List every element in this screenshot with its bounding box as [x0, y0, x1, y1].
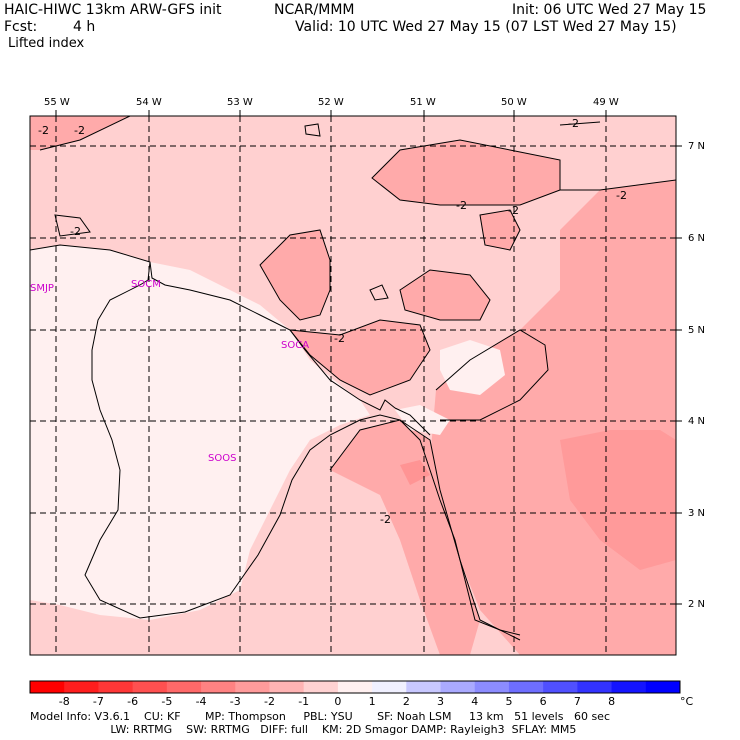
lon-label: 54 W: [136, 97, 162, 108]
station-label-soos: SOOS: [208, 453, 237, 464]
lat-label: 5 N: [688, 325, 706, 336]
field-name: Lifted index: [8, 36, 85, 51]
colorbar-swatch: [269, 681, 305, 693]
contour-label: -2: [70, 225, 81, 238]
contour-label: -2: [38, 124, 49, 137]
contour-label: -2: [616, 189, 627, 202]
lon-label: 52 W: [318, 97, 344, 108]
contour-label: -2: [74, 124, 85, 137]
contour-label: -2: [456, 199, 467, 212]
init-time: Init: 06 UTC Wed 27 May 15: [512, 2, 707, 18]
li-fill-inland: [30, 245, 370, 620]
map-fields: -2 -2 -2 -2 -2 -2 -2 -2 -2: [30, 116, 676, 655]
colorbar-swatch: [30, 681, 65, 693]
colorbar-label: -8: [58, 695, 70, 708]
colorbar: [29, 680, 681, 694]
li-fill-small-blob: [480, 210, 520, 250]
li-fill-north-blob: [372, 140, 560, 205]
lon-label: 49 W: [593, 97, 619, 108]
li-fill-mid-blob: [400, 270, 490, 320]
lat-lon-grid: [30, 116, 676, 655]
li-fill-nw: [30, 116, 130, 150]
lon-label: 53 W: [227, 97, 253, 108]
lat-label: 6 N: [688, 233, 706, 244]
colorbar-label: -7: [92, 695, 104, 708]
colorbar-label: -2: [263, 695, 275, 708]
lat-label: 2 N: [688, 599, 706, 610]
colorbar-swatch: [337, 681, 373, 693]
contour-lines: [39, 116, 676, 641]
lon-label: 51 W: [410, 97, 436, 108]
map-frame: [29, 115, 677, 656]
colorbar-label: -6: [127, 695, 139, 708]
colorbar-swatch: [543, 681, 578, 693]
forecast-hour: 4 h: [73, 19, 96, 35]
contour-label: -2: [380, 513, 391, 526]
lat-label: 3 N: [688, 508, 706, 519]
colorbar-label: 0: [334, 695, 342, 708]
contour-label: -2: [568, 117, 579, 130]
colorbar-swatch: [406, 681, 442, 693]
colorbar-swatch: [64, 681, 99, 693]
org-title: NCAR/MMM: [274, 2, 355, 18]
colorbar-label: 6: [539, 695, 547, 708]
colorbar-swatch: [303, 681, 339, 693]
model-title: HAIC-HIWC 13km ARW-GFS init: [4, 2, 222, 18]
lat-label: 4 N: [688, 416, 706, 427]
colorbar-frame: [29, 680, 681, 694]
colorbar-label: 7: [573, 695, 581, 708]
colorbar-label: 4: [471, 695, 479, 708]
tick-marks: [55, 110, 682, 605]
li-fill-ocean-light: [440, 340, 505, 395]
li-fill-river-light: [395, 405, 450, 435]
colorbar-swatch: [611, 681, 647, 693]
colorbar-swatch: [166, 681, 202, 693]
colorbar-label: 5: [505, 695, 513, 708]
valid-time: Valid: 10 UTC Wed 27 May 15 (07 LST Wed …: [295, 19, 677, 35]
li-fill-coast-blob: [260, 230, 330, 320]
colorbar-label: -3: [229, 695, 241, 708]
model-info-line2: LW: RRTMG SW: RRTMG DIFF: full KM: 2D Sm…: [30, 723, 577, 736]
li-fill-amapa-blob: [290, 320, 430, 395]
lon-label: 55 W: [44, 97, 70, 108]
contour-label: -2: [508, 204, 519, 217]
colorbar-swatch: [201, 681, 236, 693]
li-fill-marajo-blob: [330, 420, 480, 655]
colorbar-swatch: [372, 681, 407, 693]
contour-label-group: -2 -2 -2 -2 -2 -2 -2 -2 -2: [38, 117, 627, 526]
colorbar-label: 8: [608, 695, 616, 708]
colorbar-label: -4: [195, 695, 207, 708]
colorbar-swatch: [132, 681, 168, 693]
colorbar-unit: °C: [680, 695, 694, 708]
lat-label: 7 N: [688, 141, 706, 152]
colorbar-label: -1: [298, 695, 310, 708]
coastlines: [30, 244, 521, 636]
li-fill-dark-east: [560, 430, 676, 570]
station-label-soca: SOCA: [281, 340, 310, 351]
colorbar-label: 3: [437, 695, 445, 708]
colorbar-label: 1: [368, 695, 376, 708]
colorbar-label: 2: [402, 695, 410, 708]
colorbar-swatch: [474, 681, 510, 693]
station-label-smjp: SMJP: [30, 283, 54, 294]
colorbar-swatch: [577, 681, 613, 693]
colorbar-swatch: [98, 681, 134, 693]
colorbar-swatch: [440, 681, 476, 693]
lon-label: 50 W: [501, 97, 527, 108]
station-label-socm: SOCM: [131, 279, 161, 290]
model-info-line1: Model Info: V3.6.1 CU: KF MP: Thompson P…: [30, 710, 610, 723]
colorbar-swatch: [508, 681, 544, 693]
colorbar-label: -5: [161, 695, 173, 708]
colorbar-swatch: [645, 681, 681, 693]
colorbar-swatch: [235, 681, 270, 693]
forecast-label: Fcst:: [4, 19, 38, 35]
li-fill-dark-spot: [400, 460, 430, 485]
contour-label: -2: [334, 332, 345, 345]
